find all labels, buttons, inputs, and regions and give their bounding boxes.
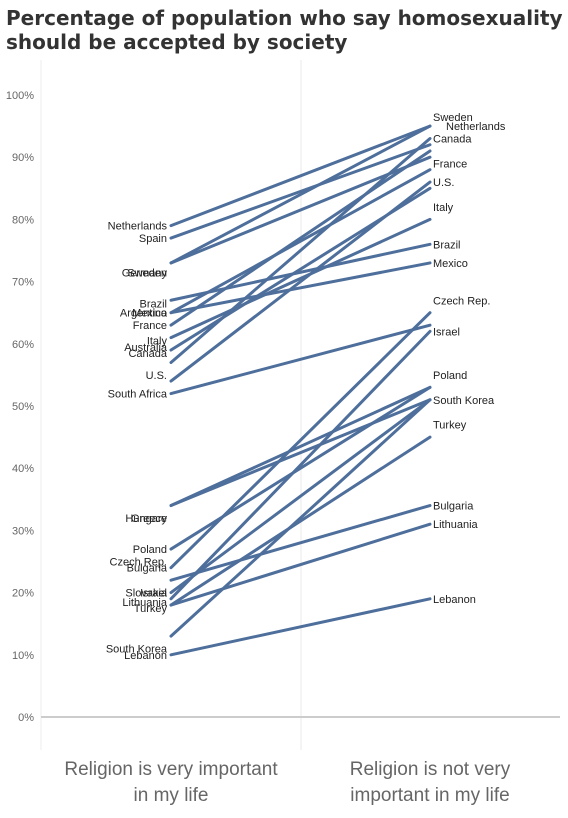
left-label-slovakia: Slovakia [125, 588, 167, 600]
x-category-label-right-line-1: Religion is not very [350, 759, 511, 780]
right-label-lebanon: Lebanon [433, 594, 476, 606]
y-tick-label: 20% [12, 588, 34, 600]
right-label-brazil: Brazil [433, 239, 461, 251]
left-label-turkey: Turkey [134, 603, 168, 615]
series-line-lithuania [169, 522, 432, 607]
series-line-mexico [169, 261, 432, 315]
left-label-canada: Canada [128, 348, 167, 360]
y-tick-label: 10% [12, 650, 34, 662]
right-label-turkey: Turkey [433, 420, 467, 432]
y-tick-label: 40% [12, 463, 34, 475]
x-category-labels: Religion is very important in my life Re… [64, 759, 510, 806]
series-line-bulgaria [169, 504, 432, 582]
left-label-netherlands: Netherlands [108, 221, 168, 233]
series-line-slovakia [169, 398, 432, 595]
right-label-u-s: U.S. [433, 177, 454, 189]
left-label-lithuania: Lithuania [122, 597, 168, 609]
series-line-czech-rep [169, 311, 432, 570]
left-label-south-korea: South Korea [106, 644, 168, 656]
left-label-mexico: Mexico [132, 308, 167, 320]
series-line-spain [169, 143, 432, 240]
y-tick-label: 60% [12, 339, 34, 351]
y-axis-ticks: 0% 10% 20% 30% 40% 50% 60% 70% 80% 90% 100% [6, 90, 34, 724]
left-label-germany: Germany [122, 267, 168, 279]
series-line-canada [169, 137, 432, 364]
left-label-france: France [133, 320, 167, 332]
y-tick-label: 0% [18, 712, 34, 724]
series-line-brazil [169, 242, 432, 302]
chart-title-line-2: should be accepted by society [6, 30, 348, 54]
right-label-israel: Israel [433, 326, 460, 338]
series-lines [169, 124, 432, 657]
y-tick-label: 50% [12, 401, 34, 413]
right-label-mexico: Mexico [433, 258, 468, 270]
y-tick-label: 80% [12, 214, 34, 226]
series-line-turkey [169, 435, 432, 607]
y-tick-label: 30% [12, 525, 34, 537]
series-line-u-s [169, 180, 432, 383]
right-label-lithuania: Lithuania [433, 519, 479, 531]
series-line-south-africa [169, 323, 432, 396]
series-line-south-korea [169, 398, 432, 638]
left-label-u-s: U.S. [146, 370, 167, 382]
left-label-argentina: Argentina [120, 308, 168, 320]
right-label-south-korea: South Korea [433, 395, 495, 407]
y-tick-label: 100% [6, 90, 34, 102]
right-label-poland: Poland [433, 370, 467, 382]
x-category-label-left-line-1: Religion is very important [64, 759, 278, 780]
left-label-lebanon: Lebanon [124, 650, 167, 662]
series-line-poland [169, 385, 432, 551]
left-label-israel: Israel [140, 588, 167, 600]
series-line-netherlands [169, 124, 432, 228]
left-label-south-africa: South Africa [108, 389, 168, 401]
x-category-label-left-line-2: in my life [134, 785, 209, 806]
right-label-czech-rep: Czech Rep. [433, 295, 490, 307]
x-category-label-right-line-2: important in my life [350, 785, 509, 806]
right-label-netherlands: Netherlands [446, 121, 506, 133]
left-label-spain: Spain [139, 233, 167, 245]
left-label-sweden: Sweden [127, 267, 167, 279]
series-line-greece [169, 398, 432, 508]
series-line-israel [169, 329, 432, 601]
right-label-france: France [433, 158, 467, 170]
chart-title-line-1: Percentage of population who say homosex… [6, 6, 563, 30]
left-label-poland: Poland [133, 544, 167, 556]
series-line-argentina [169, 168, 432, 315]
series-line-hungary [169, 385, 432, 508]
left-label-bulgaria: Bulgaria [127, 563, 168, 575]
left-label-brazil: Brazil [139, 298, 167, 310]
series-line-france [169, 149, 432, 327]
left-label-italy: Italy [147, 336, 168, 348]
right-label-bulgaria: Bulgaria [433, 501, 474, 513]
left-label-australia: Australia [124, 342, 168, 354]
series-line-italy [169, 217, 432, 340]
right-label-sweden: Sweden [433, 112, 473, 124]
series-line-lebanon [169, 597, 432, 657]
left-label-czech-rep: Czech Rep. [110, 557, 167, 569]
y-tick-label: 90% [12, 152, 34, 164]
left-label-hungary: Hungary [125, 513, 167, 525]
right-label-italy: Italy [433, 202, 454, 214]
left-label-greece: Greece [131, 513, 167, 525]
right-label-canada: Canada [433, 134, 472, 146]
chart-title: Percentage of population who say homosex… [6, 6, 566, 54]
series-line-sweden [169, 124, 432, 265]
y-tick-label: 70% [12, 277, 34, 289]
